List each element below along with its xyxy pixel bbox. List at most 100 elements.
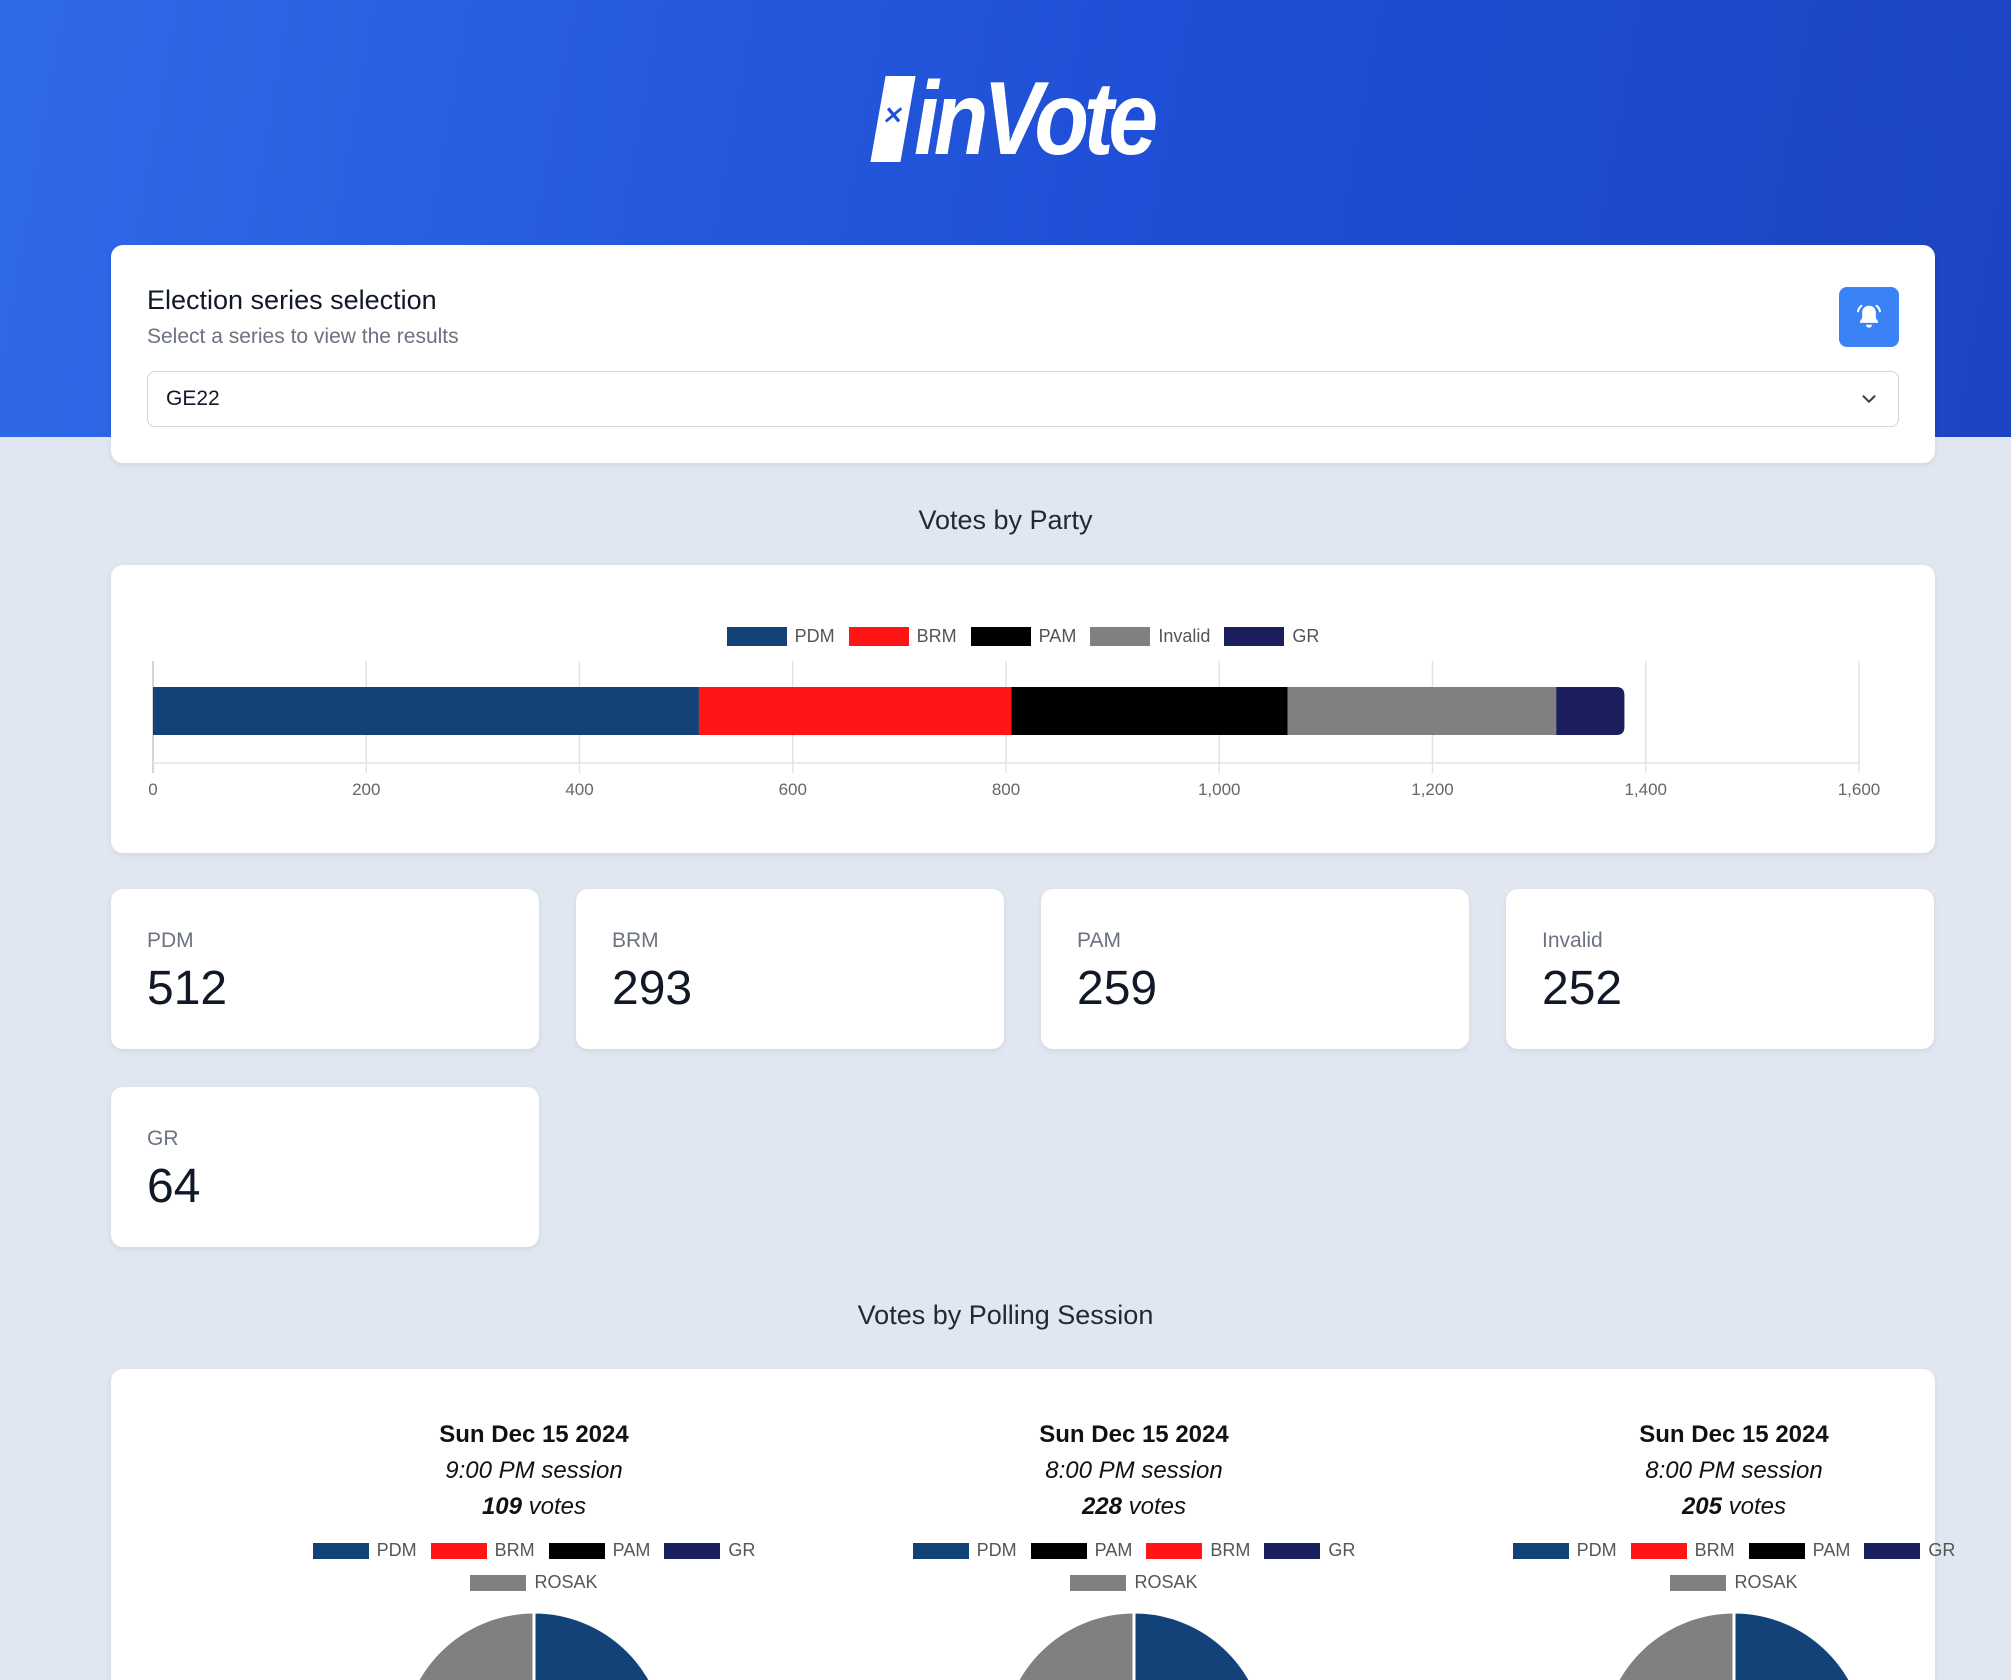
legend-item-gr[interactable]: GR [1864, 1540, 1955, 1561]
pie-legend-row-2: ROSAK [1454, 1572, 2011, 1593]
legend-swatch [312, 1542, 369, 1559]
stat-value: 293 [612, 962, 693, 1015]
pie-slice-pdm [1132, 1610, 1252, 1680]
legend-swatch [1512, 1542, 1569, 1559]
legend-swatch [912, 1542, 969, 1559]
session-time: 8:00 PM session [1645, 1457, 1823, 1484]
legend-item-rosak[interactable]: ROSAK [470, 1572, 598, 1593]
bell-icon [1857, 304, 1881, 328]
legend-swatch [1030, 1542, 1087, 1559]
logo-wordmark: inVote [914, 61, 1158, 177]
stat-card-pam: PAM 259 [1041, 889, 1469, 1049]
legend-item-brm[interactable]: BRM [848, 626, 957, 647]
series-select[interactable]: GE22 [147, 371, 1899, 427]
series-selection-subtitle: Select a series to view the results [147, 325, 459, 348]
legend-item-gr[interactable]: GR [1264, 1540, 1355, 1561]
session-date: Sun Dec 15 2024 [439, 1421, 629, 1448]
legend-item-brm[interactable]: BRM [430, 1540, 535, 1561]
pie-slice-pdm [1732, 1610, 1852, 1680]
legend-item-pam[interactable]: PAM [1030, 1540, 1133, 1561]
session-votes: 228 votes [854, 1493, 1414, 1521]
legend-item-pdm[interactable]: PDM [312, 1540, 417, 1561]
legend-swatch [726, 627, 787, 646]
session-votes: 109 votes [254, 1493, 814, 1521]
legend-label: PDM [376, 1540, 417, 1560]
pie-slice-pdm [532, 1610, 652, 1680]
x-tick-label: 1,000 [1198, 780, 1241, 799]
pie-legend-row-1: PDM BRM PAM GR [254, 1540, 814, 1561]
pie-slice-rosak [1616, 1610, 1736, 1680]
x-tick-label: 400 [565, 780, 593, 799]
votes-by-party-title: Votes by Party [918, 505, 1093, 535]
x-tick-label: 1,200 [1411, 780, 1454, 799]
stat-card-brm: BRM 293 [576, 889, 1004, 1049]
legend-label: ROSAK [1734, 1572, 1798, 1592]
session-date: Sun Dec 15 2024 [1639, 1421, 1829, 1448]
session-pie-1: Sun Dec 15 2024 9:00 PM session 109 vote… [254, 1369, 814, 1680]
pie-legend-row-2: ROSAK [254, 1572, 814, 1593]
legend-item-pam[interactable]: PAM [1748, 1540, 1850, 1561]
legend-item-rosak[interactable]: ROSAK [1670, 1572, 1798, 1593]
stat-card-pdm: PDM 512 [111, 889, 539, 1049]
stat-value: 64 [147, 1160, 201, 1213]
session-votes-suffix: votes [1122, 1493, 1187, 1520]
stat-label: GR [147, 1127, 179, 1150]
session-pie-3: Sun Dec 15 2024 8:00 PM session 205 vote… [1454, 1369, 2011, 1680]
legend-item-rosak[interactable]: ROSAK [1070, 1572, 1198, 1593]
bar-chart-legend: PDM BRM PAM Invalid GR [111, 626, 1935, 647]
legend-label: GR [1928, 1540, 1956, 1560]
stat-label: BRM [612, 929, 659, 952]
session-votes-count: 205 [1681, 1493, 1722, 1520]
session-date: Sun Dec 15 2024 [1039, 1421, 1229, 1448]
legend-item-invalid[interactable]: Invalid [1090, 626, 1210, 647]
votes-by-session-title: Votes by Polling Session [857, 1300, 1154, 1330]
pie-legend-row-1: PDM BRM PAM GR [1454, 1540, 2011, 1561]
legend-item-pam[interactable]: PAM [970, 626, 1077, 647]
session-votes-count: 228 [1081, 1493, 1122, 1520]
legend-swatch [1630, 1542, 1687, 1559]
legend-label: PDM [976, 1540, 1017, 1560]
stat-label: PDM [147, 929, 194, 952]
legend-swatch [1670, 1574, 1727, 1591]
pie-legend-row-1: PDM PAM BRM GR [854, 1540, 1414, 1561]
votes-by-session-card: Sun Dec 15 2024 9:00 PM session 109 vote… [111, 1369, 1955, 1680]
chevron-down-icon [1862, 395, 1876, 403]
session-pie-2: Sun Dec 15 2024 8:00 PM session 228 vote… [854, 1369, 1414, 1680]
legend-swatch [664, 1542, 721, 1559]
notification-button[interactable] [1839, 287, 1899, 347]
pie-slice-rosak [416, 1610, 536, 1680]
legend-label: PAM [1038, 626, 1077, 646]
x-tick-label: 0 [148, 780, 157, 799]
legend-swatch [970, 627, 1031, 646]
x-tick-label: 800 [992, 780, 1020, 799]
legend-label: ROSAK [1134, 1572, 1198, 1592]
legend-item-pdm[interactable]: PDM [726, 626, 835, 647]
legend-label: BRM [494, 1540, 535, 1560]
legend-label: PAM [1094, 1540, 1133, 1560]
session-time: 9:00 PM session [445, 1457, 623, 1484]
legend-item-brm[interactable]: BRM [1146, 1540, 1250, 1561]
legend-item-pam[interactable]: PAM [548, 1540, 650, 1561]
x-tick-label: 1,400 [1624, 780, 1667, 799]
legend-label: GR [728, 1540, 756, 1560]
legend-swatch [470, 1574, 527, 1591]
pie-slice-rosak [1016, 1610, 1136, 1680]
legend-item-pdm[interactable]: PDM [912, 1540, 1017, 1561]
legend-swatch [1070, 1574, 1127, 1591]
legend-label: PDM [794, 626, 835, 646]
stat-label: PAM [1077, 929, 1121, 952]
series-select-value: GE22 [166, 387, 220, 410]
legend-item-pdm[interactable]: PDM [1512, 1540, 1617, 1561]
stat-card-gr: GR 64 [111, 1087, 539, 1247]
x-tick-label: 600 [779, 780, 807, 799]
bar-segment-pdm [153, 687, 699, 735]
bar-segment-pam [1011, 687, 1288, 735]
session-pie-chart [1616, 1610, 1852, 1680]
legend-item-brm[interactable]: BRM [1630, 1540, 1735, 1561]
stat-value: 512 [147, 962, 228, 1015]
legend-item-gr[interactable]: GR [664, 1540, 755, 1561]
legend-swatch [1146, 1542, 1203, 1559]
x-tick-label: 200 [352, 780, 380, 799]
session-pie-chart [416, 1610, 652, 1680]
legend-item-gr[interactable]: GR [1224, 626, 1319, 647]
